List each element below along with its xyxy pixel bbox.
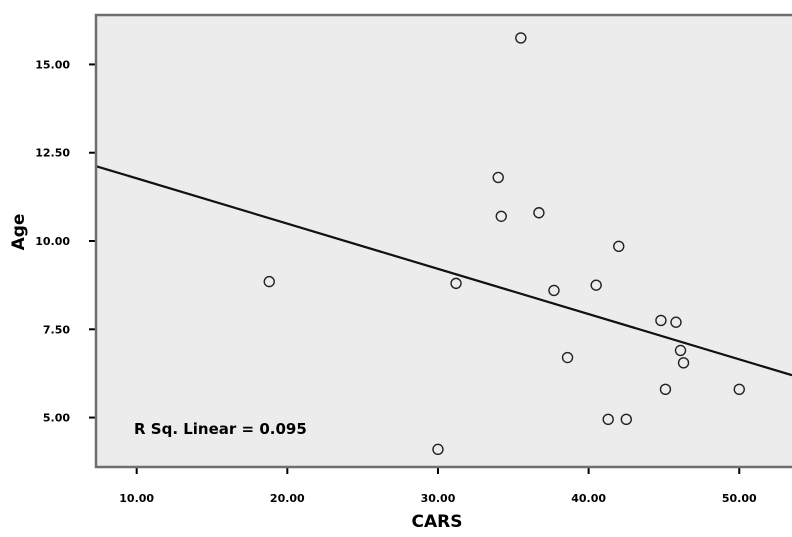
data-point (602, 413, 614, 426)
data-point (733, 383, 745, 396)
x-tick-label: 40.00 (571, 492, 606, 505)
y-tick-label: 5.00 (43, 412, 70, 425)
data-point (450, 277, 462, 290)
y-axis: 5.00 7.50 10.00 12.50 15.00 (35, 58, 96, 425)
data-point (613, 240, 625, 252)
data-point (674, 344, 687, 357)
x-tick-label: 10.00 (119, 492, 154, 505)
x-axis-title: CARS (412, 512, 463, 532)
y-tick-label: 15.00 (35, 58, 70, 71)
y-axis-title: Age (9, 214, 29, 251)
x-axis: 10.00 20.00 30.00 40.00 50.00 (119, 467, 757, 505)
data-point (495, 210, 507, 222)
r-squared-annotation: R Sq. Linear = 0.095 (134, 420, 307, 438)
data-point (670, 316, 682, 328)
data-point (655, 314, 667, 327)
data-point (620, 413, 632, 426)
data-point (659, 383, 672, 396)
data-point (590, 279, 602, 291)
x-tick-label: 50.00 (722, 492, 757, 505)
data-point (492, 171, 504, 184)
plot-frame (94, 13, 792, 469)
data-point (515, 32, 527, 44)
data-point (561, 351, 574, 364)
plot-area (96, 15, 792, 467)
data-point (548, 284, 560, 297)
y-tick-label: 10.00 (35, 235, 70, 248)
data-point (533, 207, 545, 219)
y-tick-label: 7.50 (43, 323, 70, 336)
data-point (432, 443, 444, 456)
y-tick-label: 12.50 (35, 147, 70, 160)
data-point (677, 357, 690, 369)
fit-line (95, 165, 792, 377)
x-tick-label: 30.00 (421, 492, 456, 505)
x-tick-label: 20.00 (270, 492, 305, 505)
data-point (263, 275, 275, 288)
